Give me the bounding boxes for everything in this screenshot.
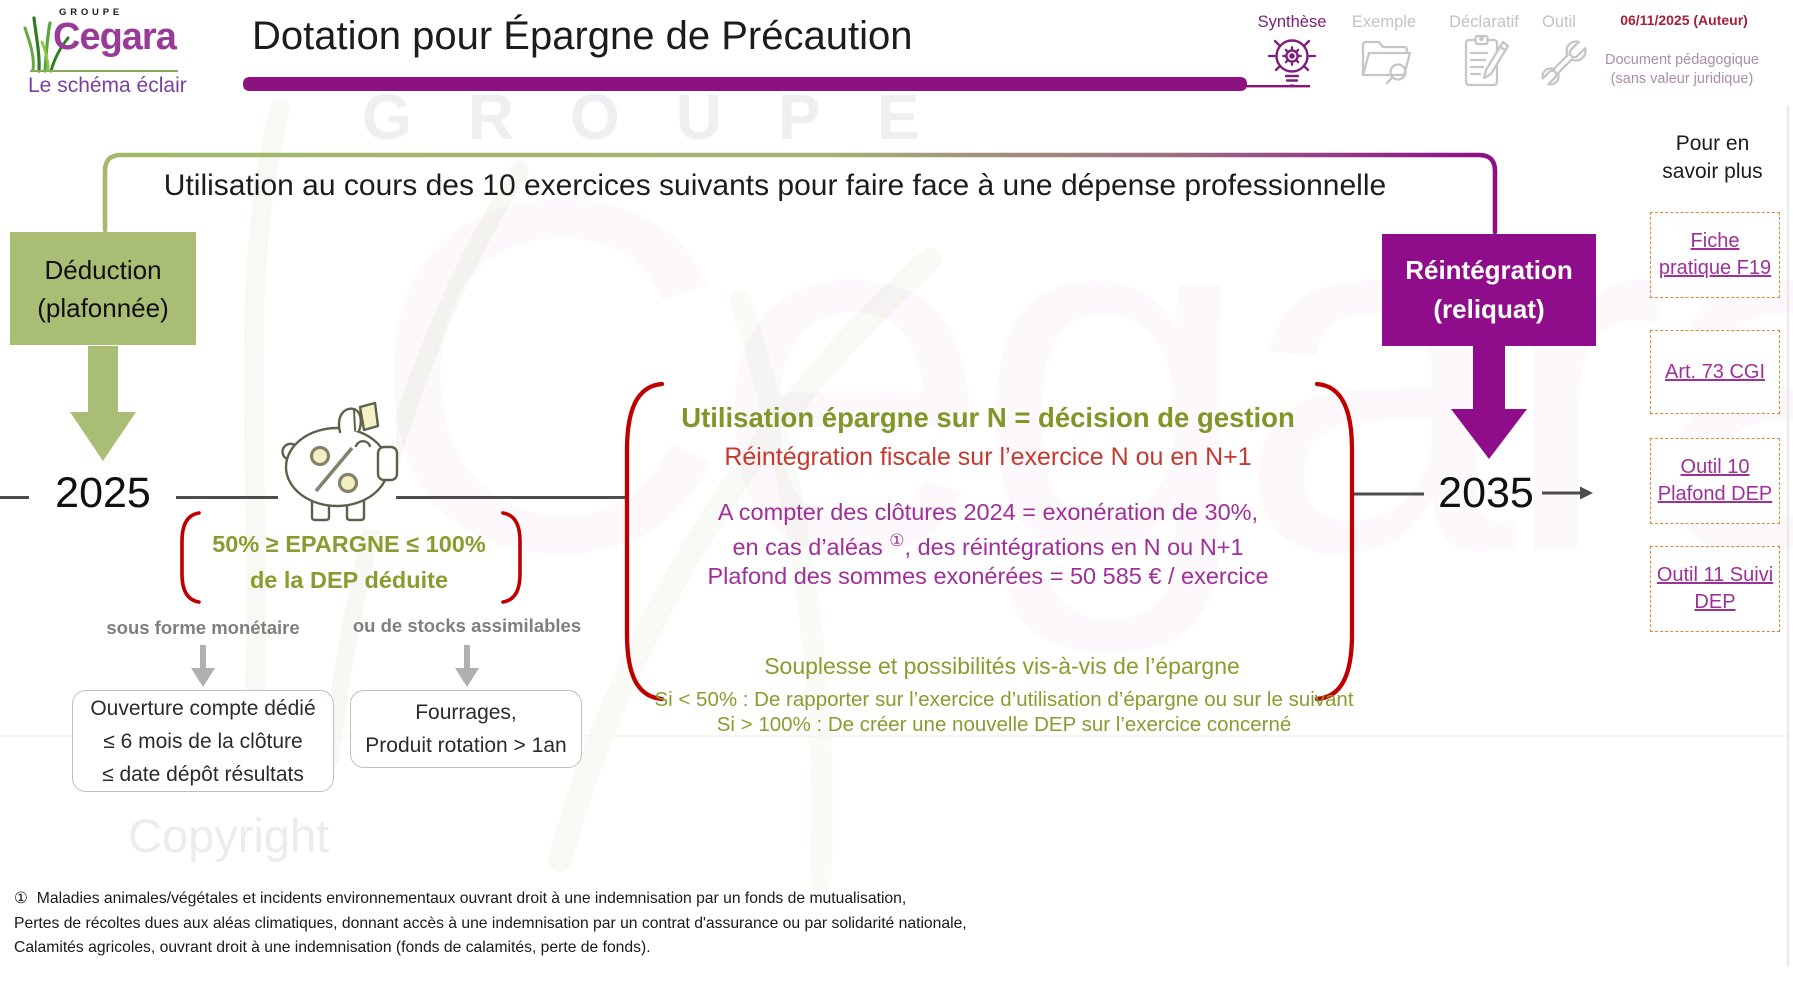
copyright-watermark: Copyright [128,809,330,862]
monetary-label: sous forme monétaire [106,617,300,638]
souplesse-line1: Si < 50% : De rapporter sur l’exercice d… [654,688,1354,711]
link-art-73-cgi[interactable]: Art. 73 CGI [1650,330,1780,414]
tab-declaratif[interactable] [1460,33,1512,89]
timeline-arrowhead [1580,486,1593,500]
stocks-box: Fourrages, Produit rotation > 1an [350,690,582,768]
document-note-line1: Document pédagogique [1605,52,1759,68]
logo-grass-icon [23,16,70,73]
souplesse-line2: Si > 100% : De créer une nouvelle DEP su… [716,713,1292,736]
sidebar-title: Pour en savoir plus [1642,130,1783,186]
center-subtitle: Réintégration fiscale sur l’exercice N o… [724,443,1252,471]
logo-underline [30,70,178,72]
folder-search-icon [1361,40,1412,85]
tab-declaratif-label[interactable]: Déclaratif [1449,13,1519,31]
document-date: 06/11/2025 (Auteur) [1620,12,1748,28]
stocks-box-line1: Fourrages, [415,701,517,724]
epargne-condition-line1: 50% ≥ EPARGNE ≤ 100% [212,531,486,557]
center-line1: A compter des clôtures 2024 = exonératio… [717,499,1259,525]
tab-synthese-label[interactable]: Synthèse [1257,13,1327,31]
bracket-label: Utilisation au cours des 10 exercices su… [163,169,1387,202]
footnote-line1: ① Maladies animales/végétales et inciden… [14,890,907,907]
clipboard-pencil-icon [1464,34,1510,87]
footnote-line2: Pertes de récoltes dues aux aléas climat… [14,914,967,932]
logo-groupe-text: GROUPE [59,7,123,18]
reintegration-line2: (reliquat) [1433,294,1545,324]
footnote: ① Maladies animales/végétales et inciden… [14,887,967,961]
logo-tagline: Le schéma éclair [28,74,187,97]
title-underline-bar [243,77,1247,91]
page-title: Dotation pour Épargne de Précaution [252,14,913,58]
monetary-box-line3: ≤ date dépôt résultats [102,762,304,786]
link-outil-11-text[interactable]: Outil 11 Suivi DEP [1656,564,1774,613]
deduction-box: Déduction (plafonnée) [10,232,196,345]
link-outil-10[interactable]: Outil 10 Plafond DEP [1650,438,1780,524]
stocks-box-line2: Produit rotation > 1an [365,734,567,757]
right-edge-line [1787,105,1789,967]
stocks-label: ou de stocks assimilables [352,615,582,636]
timeline [0,491,1581,499]
footnote-line3: Calamités agricoles, ouvrant droit à une… [14,939,651,957]
ten-year-bracket [102,152,1498,235]
center-parentheses [624,381,1355,702]
monetary-box-line1: Ouverture compte dédié [90,696,316,720]
footnote-ref-mark: ① [889,531,905,550]
document-note: Document pédagogique (sans valeur juridi… [1595,51,1769,89]
epargne-condition-line2: de la DEP déduite [249,567,449,593]
monetary-arrow [191,645,215,687]
tab-exemple-label[interactable]: Exemple [1351,13,1417,31]
reintegration-box: Réintégration (reliquat) [1382,234,1596,346]
sidebar-title-line1: Pour en [1675,132,1750,155]
stocks-arrow [455,645,479,687]
link-fiche-pratique[interactable]: Fiche pratique F19 [1650,212,1780,298]
monetary-box-line2: ≤ 6 mois de la clôture [103,729,303,753]
deduction-line1: Déduction [44,254,162,285]
center-line2: en cas d’aléas ①, des réintégrations en … [732,531,1244,560]
sidebar-title-line2: savoir plus [1662,160,1763,183]
center-title: Utilisation épargne sur N = décision de … [681,402,1295,433]
link-fiche-pratique-text[interactable]: Fiche pratique F19 [1658,230,1772,279]
tab-exemple[interactable] [1360,37,1414,87]
percent-symbol [309,445,359,494]
epargne-condition: 50% ≥ EPARGNE ≤ 100% de la DEP déduite [188,526,510,598]
souplesse-title: Souplesse et possibilités vis-à-vis de l… [764,653,1240,679]
reintegration-arrow [1451,346,1527,459]
link-outil-10-text[interactable]: Outil 10 Plafond DEP [1657,456,1773,505]
timeline-year-end: 2035 [1438,469,1534,517]
reintegration-line1: Réintégration [1405,255,1573,285]
title-underline-tail [1245,85,1310,88]
groupe-watermark: GROUPE [362,81,976,153]
link-art-73-cgi-text[interactable]: Art. 73 CGI [1664,360,1766,383]
wrench-icon [1539,38,1589,88]
deduction-line2: (plafonnée) [37,292,169,323]
deduction-arrow [70,346,136,461]
monetary-account-box: Ouverture compte dédié ≤ 6 mois de la cl… [72,690,334,792]
link-outil-11[interactable]: Outil 11 Suivi DEP [1650,546,1780,632]
faint-divider-line [0,735,1790,737]
timeline-year-start: 2025 [55,469,151,517]
epargne-brackets [180,511,522,604]
logo-brand-name: Cegara [53,16,177,58]
tab-outil[interactable] [1538,35,1592,89]
piggy-bank-icon [278,401,399,530]
document-note-line2: (sans valeur juridique) [1610,71,1754,87]
center-line3: Plafond des sommes exonérées = 50 585 € … [707,563,1269,589]
tab-outil-label[interactable]: Outil [1542,13,1576,31]
